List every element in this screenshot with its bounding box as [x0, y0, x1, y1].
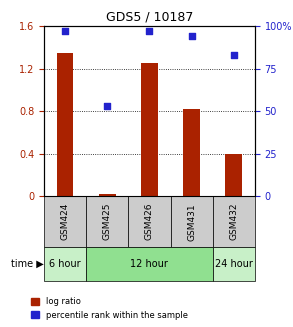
Text: 6 hour: 6 hour — [49, 259, 81, 269]
FancyBboxPatch shape — [44, 247, 86, 281]
Bar — [225, 154, 242, 196]
Bar — [57, 53, 74, 196]
Title: GDS5 / 10187: GDS5 / 10187 — [106, 10, 193, 24]
Text: GSM432: GSM432 — [229, 203, 238, 240]
Text: GSM425: GSM425 — [103, 203, 112, 240]
Bar — [183, 109, 200, 196]
Point — [147, 29, 152, 34]
Legend: log ratio, percentile rank within the sample: log ratio, percentile rank within the sa… — [28, 294, 191, 323]
Text: GSM426: GSM426 — [145, 203, 154, 240]
Bar — [141, 63, 158, 196]
Text: 24 hour: 24 hour — [215, 259, 253, 269]
Text: GSM424: GSM424 — [61, 203, 69, 240]
Bar — [99, 194, 116, 196]
FancyBboxPatch shape — [171, 196, 213, 247]
Text: GSM431: GSM431 — [187, 203, 196, 241]
Point — [189, 34, 194, 39]
Point — [63, 29, 67, 34]
FancyBboxPatch shape — [44, 196, 86, 247]
Point — [105, 103, 110, 109]
FancyBboxPatch shape — [128, 196, 171, 247]
Point — [231, 52, 236, 58]
Text: 12 hour: 12 hour — [130, 259, 168, 269]
FancyBboxPatch shape — [86, 247, 213, 281]
Text: time ▶: time ▶ — [11, 259, 44, 269]
FancyBboxPatch shape — [86, 196, 128, 247]
FancyBboxPatch shape — [213, 196, 255, 247]
FancyBboxPatch shape — [213, 247, 255, 281]
